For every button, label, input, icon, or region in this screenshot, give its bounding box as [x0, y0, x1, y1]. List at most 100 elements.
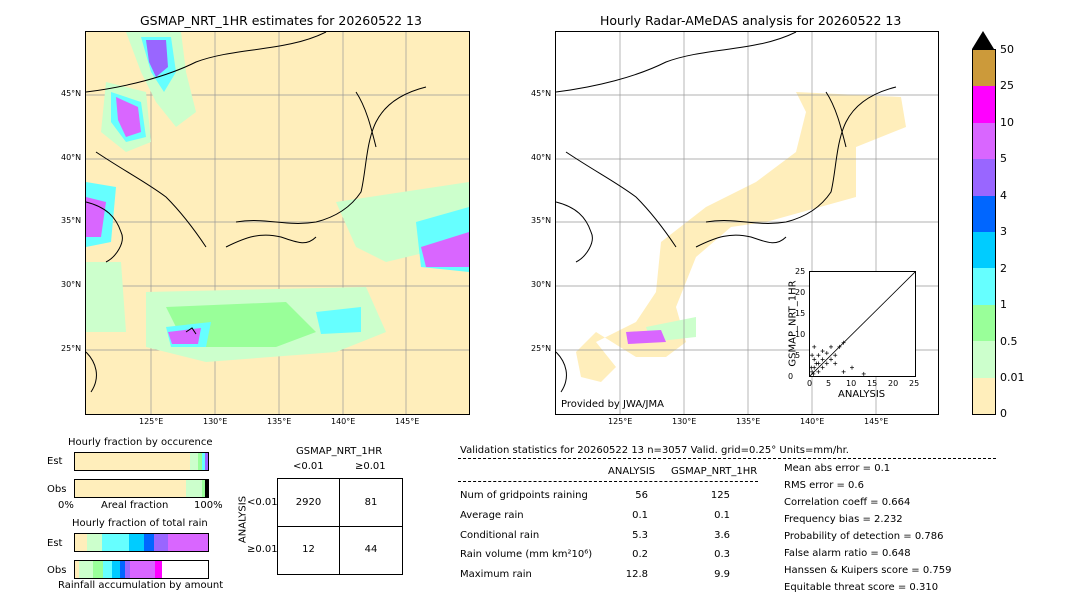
left-lat-tick: 40°N	[61, 153, 82, 162]
validation-table-divider	[458, 481, 758, 482]
left-lon-tick: 140°E	[331, 417, 356, 426]
scatter-plot	[809, 271, 916, 377]
right-lon-tick: 125°E	[608, 417, 633, 426]
contingency-cell: 2920	[295, 497, 322, 508]
colorbar-label: 0	[1000, 407, 1007, 420]
validation-row-label: Average rain	[460, 510, 524, 521]
colorbar-segment	[973, 122, 995, 160]
colorbar-extend-arrow	[972, 31, 994, 49]
contingency-cell: 12	[302, 544, 315, 555]
right-lat-tick: 40°N	[531, 153, 552, 162]
left-map-svg	[86, 32, 469, 414]
total-rain-est-label: Est	[47, 538, 63, 549]
contingency-col2: ≥0.01	[355, 461, 386, 472]
colorbar-segment	[973, 268, 995, 305]
total-rain-obs-label: Obs	[47, 565, 67, 576]
scatter-xlabel: ANALYSIS	[838, 389, 886, 400]
left-lat-tick: 45°N	[61, 89, 82, 98]
validation-score: Mean abs error = 0.1	[784, 463, 891, 474]
left-lon-tick: 130°E	[203, 417, 228, 426]
validation-col-gsmap: GSMAP_NRT_1HR	[671, 466, 758, 477]
validation-gsmap-value: 125	[710, 490, 730, 501]
colorbar-segment	[973, 195, 995, 232]
scatter-xtick: 25	[909, 379, 920, 388]
right-lon-tick: 135°E	[736, 417, 761, 426]
colorbar-label: 3	[1000, 225, 1007, 238]
colorbar-segment	[973, 50, 995, 87]
validation-row-label: Maximum rain	[460, 569, 532, 580]
validation-analysis-value: 56	[635, 490, 648, 501]
right-lon-tick: 130°E	[672, 417, 697, 426]
scatter-xtick: 15	[867, 379, 878, 388]
scatter-xtick: 0	[807, 379, 813, 388]
colorbar-label: 2	[1000, 262, 1007, 275]
colorbar-label: 10	[1000, 116, 1014, 129]
scatter-ytick: 0	[788, 372, 794, 381]
validation-score: Frequency bias = 2.232	[784, 514, 903, 525]
colorbar-segment	[973, 159, 995, 196]
validation-analysis-value: 0.1	[632, 510, 648, 521]
validation-score: False alarm ratio = 0.648	[784, 548, 911, 559]
scatter-xtick: 10	[846, 379, 857, 388]
left-map	[85, 31, 470, 415]
validation-analysis-value: 5.3	[632, 530, 648, 541]
left-map-title: GSMAP_NRT_1HR estimates for 20260522 13	[140, 13, 422, 28]
colorbar-segment	[973, 377, 995, 414]
validation-analysis-value: 12.8	[625, 569, 648, 580]
left-lat-tick: 30°N	[61, 280, 82, 289]
colorbar-label: 1	[1000, 298, 1007, 311]
occurrence-est-bar	[74, 452, 209, 471]
colorbar-segment	[973, 86, 995, 123]
scatter-xtick: 20	[888, 379, 899, 388]
occurrence-axis-mid: Areal fraction	[101, 500, 169, 511]
contingency-cell: 81	[364, 497, 378, 508]
validation-gsmap-value: 0.3	[714, 549, 730, 560]
scatter-ytick: 5	[795, 351, 801, 360]
contingency-row2: ≥0.01	[247, 544, 278, 555]
validation-row-label: Conditional rain	[460, 530, 540, 541]
validation-divider	[458, 458, 996, 459]
scatter-xtick: 5	[826, 379, 832, 388]
contingency-title: GSMAP_NRT_1HR	[296, 446, 383, 457]
validation-score: Equitable threat score = 0.310	[784, 582, 939, 593]
contingency-cell: 44	[364, 544, 378, 555]
colorbar-label: 50	[1000, 43, 1014, 56]
colorbar-segment	[973, 304, 995, 342]
occurrence-axis-right: 100%	[194, 500, 223, 511]
right-lat-tick: 35°N	[531, 216, 552, 225]
validation-gsmap-value: 0.1	[714, 510, 730, 521]
validation-analysis-value: 0.2	[632, 549, 648, 560]
right-lon-tick: 140°E	[800, 417, 825, 426]
contingency-table: 2920 81 12 44	[277, 478, 403, 575]
validation-score: Probability of detection = 0.786	[784, 531, 944, 542]
total-rain-est-bar	[74, 533, 209, 552]
total-rain-footer: Rainfall accumulation by amount	[58, 580, 224, 591]
occurrence-obs-label: Obs	[47, 484, 67, 495]
validation-score: Correlation coeff = 0.664	[784, 497, 911, 508]
contingency-col1: <0.01	[293, 461, 324, 472]
left-lat-tick: 25°N	[61, 344, 82, 353]
right-lat-tick: 25°N	[531, 344, 552, 353]
validation-row-label: Rain volume (mm km²10⁶)	[460, 549, 593, 560]
colorbar-label: 25	[1000, 79, 1014, 92]
colorbar-label: 4	[1000, 189, 1007, 202]
colorbar-label: 0.5	[1000, 335, 1018, 348]
validation-score: Hanssen & Kuipers score = 0.759	[784, 565, 952, 576]
left-lon-tick: 145°E	[395, 417, 420, 426]
right-lat-tick: 45°N	[531, 89, 552, 98]
validation-gsmap-value: 9.9	[714, 569, 730, 580]
scatter-ytick: 10	[795, 330, 806, 339]
contingency-row1: <0.01	[247, 497, 278, 508]
occurrence-title: Hourly fraction by occurence	[68, 437, 213, 448]
left-lon-tick: 125°E	[139, 417, 164, 426]
validation-row-label: Num of gridpoints raining	[460, 490, 588, 501]
total-rain-title: Hourly fraction of total rain	[72, 518, 208, 529]
colorbar-label: 0.01	[1000, 371, 1025, 384]
colorbar-segment	[973, 231, 995, 269]
occurrence-obs-bar	[74, 479, 209, 498]
scatter-svg	[809, 271, 916, 377]
data-credit: Provided by JWA/JMA	[561, 399, 664, 410]
right-map-title: Hourly Radar-AMeDAS analysis for 2026052…	[600, 13, 902, 28]
colorbar-label: 5	[1000, 152, 1007, 165]
validation-gsmap-value: 3.6	[714, 530, 730, 541]
